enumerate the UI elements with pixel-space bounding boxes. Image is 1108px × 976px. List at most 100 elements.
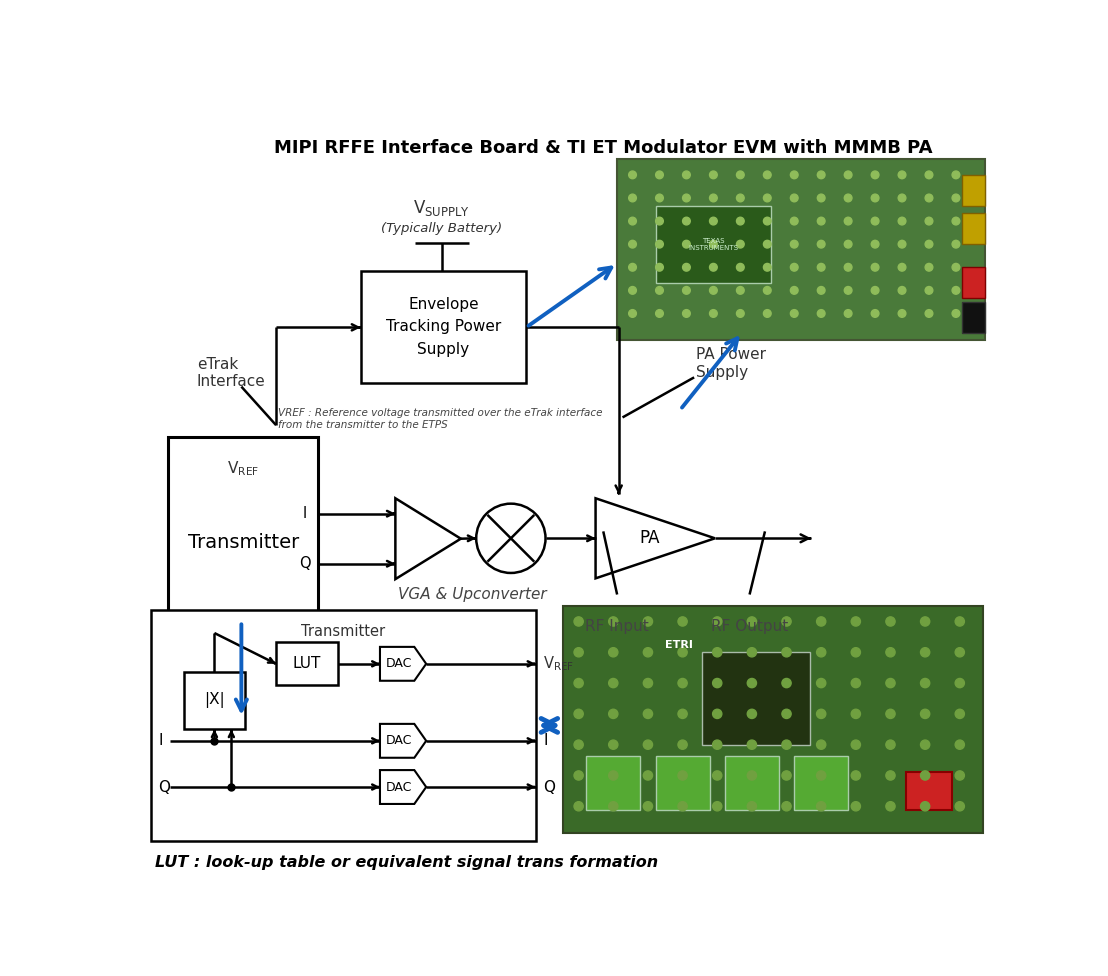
Circle shape (955, 648, 964, 657)
Bar (276, 642, 338, 684)
Circle shape (747, 740, 757, 750)
Circle shape (656, 194, 664, 202)
Circle shape (678, 801, 687, 811)
Circle shape (818, 171, 825, 179)
Bar (962, 214, 985, 244)
Circle shape (871, 309, 879, 317)
Circle shape (683, 171, 690, 179)
Circle shape (925, 264, 933, 271)
Circle shape (709, 194, 717, 202)
Circle shape (574, 710, 583, 718)
Circle shape (871, 194, 879, 202)
Circle shape (817, 648, 825, 657)
Circle shape (709, 240, 717, 248)
Bar (586, 756, 640, 810)
Circle shape (628, 194, 636, 202)
Circle shape (656, 287, 664, 294)
Circle shape (782, 617, 791, 626)
Circle shape (817, 740, 825, 750)
Text: V$_{\sf REF}$: V$_{\sf REF}$ (227, 460, 259, 478)
Text: DAC: DAC (386, 657, 412, 671)
Circle shape (712, 678, 721, 688)
Circle shape (782, 740, 791, 750)
Circle shape (644, 678, 653, 688)
Circle shape (712, 710, 721, 718)
Circle shape (790, 194, 798, 202)
Text: Envelope
Tracking Power
Supply: Envelope Tracking Power Supply (386, 298, 501, 356)
Circle shape (921, 648, 930, 657)
Circle shape (763, 240, 771, 248)
Circle shape (737, 194, 745, 202)
Text: Q: Q (299, 556, 310, 571)
Circle shape (709, 171, 717, 179)
Circle shape (608, 740, 618, 750)
Circle shape (644, 771, 653, 780)
Circle shape (844, 171, 852, 179)
Circle shape (476, 504, 545, 573)
Circle shape (678, 648, 687, 657)
Circle shape (782, 801, 791, 811)
Circle shape (628, 264, 636, 271)
Circle shape (952, 171, 960, 179)
Circle shape (678, 771, 687, 780)
Bar (962, 175, 985, 206)
Circle shape (709, 309, 717, 317)
Circle shape (656, 171, 664, 179)
Circle shape (886, 801, 895, 811)
Circle shape (737, 218, 745, 224)
Circle shape (871, 171, 879, 179)
Circle shape (851, 740, 861, 750)
Circle shape (851, 710, 861, 718)
Circle shape (925, 218, 933, 224)
Circle shape (709, 287, 717, 294)
Circle shape (763, 194, 771, 202)
Bar (563, 606, 983, 834)
Circle shape (925, 171, 933, 179)
Circle shape (747, 678, 757, 688)
Text: I: I (302, 507, 307, 521)
Circle shape (925, 194, 933, 202)
Circle shape (747, 771, 757, 780)
Text: LUT: LUT (293, 656, 321, 671)
Circle shape (683, 218, 690, 224)
Circle shape (886, 740, 895, 750)
Text: PA: PA (639, 529, 659, 548)
Circle shape (818, 218, 825, 224)
Circle shape (737, 240, 745, 248)
Circle shape (921, 678, 930, 688)
Circle shape (678, 710, 687, 718)
Circle shape (628, 287, 636, 294)
Circle shape (712, 648, 721, 657)
Circle shape (955, 678, 964, 688)
Circle shape (921, 801, 930, 811)
Circle shape (574, 801, 583, 811)
Circle shape (871, 240, 879, 248)
Circle shape (763, 309, 771, 317)
Circle shape (678, 678, 687, 688)
Circle shape (712, 617, 721, 626)
Bar (701, 652, 810, 745)
Circle shape (737, 287, 745, 294)
Text: VREF : Reference voltage transmitted over the eTrak interface: VREF : Reference voltage transmitted ove… (278, 408, 603, 418)
Circle shape (574, 740, 583, 750)
Circle shape (782, 678, 791, 688)
Bar (151, 610, 535, 841)
Polygon shape (396, 499, 461, 579)
Circle shape (763, 287, 771, 294)
Text: |X|: |X| (204, 692, 225, 709)
Text: from the transmitter to the ETPS: from the transmitter to the ETPS (278, 421, 448, 430)
Circle shape (851, 771, 861, 780)
Polygon shape (380, 724, 427, 757)
Circle shape (763, 264, 771, 271)
Circle shape (851, 648, 861, 657)
Circle shape (574, 617, 583, 626)
Circle shape (608, 801, 618, 811)
Circle shape (886, 771, 895, 780)
Circle shape (899, 194, 906, 202)
Text: RF Input: RF Input (585, 619, 649, 634)
Circle shape (608, 710, 618, 718)
Text: Q: Q (158, 780, 171, 794)
Circle shape (817, 678, 825, 688)
Circle shape (608, 648, 618, 657)
Circle shape (952, 218, 960, 224)
